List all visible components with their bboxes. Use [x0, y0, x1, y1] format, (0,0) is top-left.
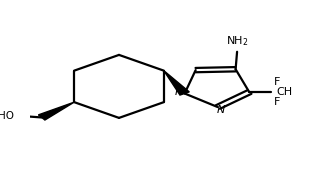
Text: F: F	[274, 97, 281, 107]
Polygon shape	[164, 71, 189, 95]
Text: N: N	[216, 105, 225, 115]
Text: NH$_2$: NH$_2$	[226, 34, 248, 48]
Polygon shape	[38, 102, 74, 120]
Text: CH: CH	[276, 87, 292, 97]
Text: N: N	[175, 87, 184, 97]
Text: F: F	[274, 77, 281, 87]
Text: HO: HO	[0, 111, 14, 121]
